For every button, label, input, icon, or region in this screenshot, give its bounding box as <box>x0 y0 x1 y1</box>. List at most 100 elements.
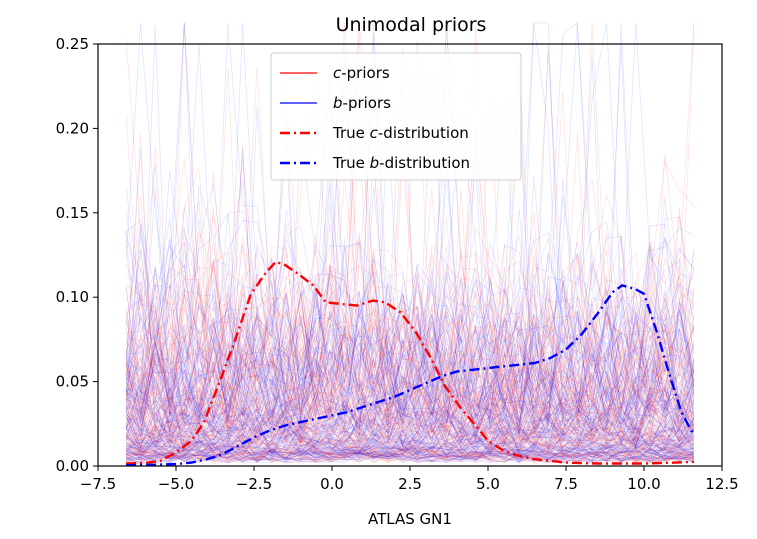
prior-line <box>126 433 695 465</box>
prior-line <box>125 379 695 457</box>
prior-line <box>125 62 695 436</box>
x-tick-label: −2.5 <box>236 475 272 493</box>
prior-line <box>125 358 695 447</box>
y-tick-label: 0.25 <box>56 35 89 53</box>
prior-line <box>125 246 694 447</box>
prior-line <box>125 316 695 443</box>
prior-line <box>125 441 694 461</box>
prior-line <box>125 447 695 463</box>
prior-line <box>126 436 695 463</box>
prior-line <box>125 442 695 462</box>
y-tick-label: 0.10 <box>56 288 89 306</box>
prior-line <box>125 248 695 441</box>
prior-line <box>125 240 695 417</box>
prior-line <box>125 431 694 463</box>
prior-line <box>125 364 695 452</box>
prior-line <box>126 22 695 420</box>
prior-line <box>125 436 695 461</box>
prior-line <box>125 305 695 451</box>
prior-line <box>125 338 695 457</box>
prior-line <box>125 90 695 443</box>
prior-line <box>126 234 695 449</box>
prior-line <box>125 22 695 437</box>
prior-line <box>125 369 695 457</box>
prior-line <box>125 361 695 458</box>
prior-line <box>125 343 695 447</box>
x-tick-label: −7.5 <box>80 475 116 493</box>
prior-line <box>125 283 695 457</box>
prior-line <box>125 343 695 456</box>
prior-line <box>125 175 695 431</box>
prior-line <box>125 253 695 435</box>
prior-line <box>125 98 695 427</box>
prior-line <box>126 443 695 465</box>
prior-line <box>125 106 695 430</box>
prior-line <box>125 307 695 433</box>
prior-line <box>125 431 694 463</box>
prior-line <box>125 320 695 437</box>
prior-line <box>125 400 695 457</box>
prior-line <box>125 340 694 451</box>
prior-line <box>125 153 695 441</box>
prior-line <box>125 402 695 453</box>
prior-line <box>125 72 695 435</box>
prior-line <box>125 141 695 429</box>
prior-line <box>125 56 695 433</box>
prior-line <box>125 246 695 448</box>
prior-line <box>125 298 695 447</box>
prior-line <box>125 339 695 452</box>
prior-line <box>125 172 695 440</box>
prior-line <box>125 22 695 422</box>
legend-label: b-priors <box>333 94 391 112</box>
prior-line <box>125 430 695 461</box>
prior-line <box>126 418 695 461</box>
prior-line <box>125 412 695 458</box>
prior-line <box>125 402 695 455</box>
prior-line <box>125 410 695 460</box>
prior-line <box>125 22 695 429</box>
prior-line <box>125 311 695 444</box>
prior-line <box>125 394 695 461</box>
prior-line <box>125 22 695 422</box>
prior-line <box>125 22 695 425</box>
prior-line <box>125 264 695 451</box>
prior-line <box>125 131 695 436</box>
prior-line <box>125 158 695 431</box>
prior-line <box>125 153 695 437</box>
true-distribution-lines <box>126 260 695 467</box>
prior-line <box>125 392 695 458</box>
prior-line <box>125 313 695 448</box>
prior-line <box>125 318 695 434</box>
prior-line <box>125 294 695 454</box>
x-tick-label: −5.0 <box>158 475 194 493</box>
prior-line <box>125 285 695 452</box>
prior-line <box>125 264 695 433</box>
prior-line <box>125 259 695 417</box>
prior-line <box>126 287 695 433</box>
prior-line <box>126 322 695 438</box>
prior-line <box>126 430 694 462</box>
prior-line <box>126 432 694 459</box>
prior-line <box>125 418 695 456</box>
prior-line <box>125 370 695 450</box>
prior-line <box>125 413 695 463</box>
prior-line <box>125 402 695 452</box>
prior-line <box>125 157 695 431</box>
prior-line <box>125 283 695 446</box>
prior-line <box>125 327 695 444</box>
prior-line <box>125 401 695 456</box>
prior-line <box>126 58 695 426</box>
prior-line <box>125 100 695 410</box>
prior-line <box>125 335 695 447</box>
prior-line <box>126 437 695 463</box>
prior-line <box>125 417 695 456</box>
prior-line <box>125 412 695 464</box>
x-tick-label: 10.0 <box>627 475 660 493</box>
prior-line <box>125 301 695 452</box>
prior-line <box>125 76 695 439</box>
y-tick-label: 0.15 <box>56 204 89 222</box>
prior-line <box>125 323 695 447</box>
prior-line <box>125 158 695 444</box>
prior-line <box>125 333 695 453</box>
